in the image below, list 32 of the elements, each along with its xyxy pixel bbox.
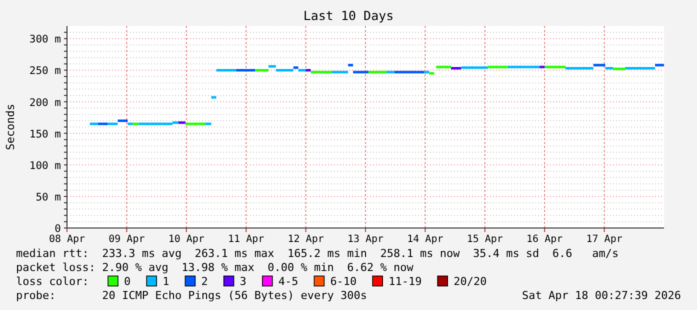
x-tick-label: 12 Apr — [288, 234, 324, 245]
y-tick-label: 150 m — [29, 128, 61, 140]
y-tick-label: 250 m — [29, 65, 61, 78]
y-tick-label: 0 — [54, 223, 61, 235]
x-tick-label: 09 Apr — [108, 234, 145, 245]
y-tick-label: 300 m — [29, 34, 61, 46]
legend-label: 4-5 — [278, 275, 298, 288]
x-tick-label: 17 Apr — [586, 234, 622, 245]
x-tick-label: 16 Apr — [526, 234, 563, 245]
text: packet loss: 2.90 % avg 13.98 % max 0.00 % min 6.62 % now — [16, 261, 414, 274]
legend-label: 6-10 — [330, 275, 357, 288]
legend-label: 11-19 — [388, 275, 422, 288]
text: probe: 20 ICMP Echo Pings (56 Bytes) every 300s — [16, 289, 367, 302]
chart-title: Last 10 Days — [303, 8, 394, 23]
x-tick-label: 08 Apr — [48, 234, 86, 245]
x-tick-label: 10 Apr — [168, 234, 204, 245]
y-tick-label: 50 m — [36, 191, 61, 204]
x-tick-label: 15 Apr — [466, 234, 503, 245]
x-tick-label: 14 Apr — [407, 234, 444, 245]
y-tick-label: 200 m — [29, 96, 61, 109]
y-axis-title: Seconds — [4, 104, 17, 150]
legend-title: loss color: — [16, 275, 89, 288]
x-tick-label: 13 Apr — [347, 234, 384, 245]
x-tick-label: 11 Apr — [228, 234, 264, 245]
legend-label: 2 — [201, 275, 208, 288]
y-tick-label: 100 m — [29, 160, 61, 172]
text: median rtt: 233.3 ms avg 263.1 ms max 165.2 ms min 258.1 ms now 35.4 ms sd 6.6 am/s — [16, 247, 619, 260]
legend-label: 3 — [240, 275, 246, 288]
text: Sat Apr 18 00:27:39 2026 — [522, 289, 681, 302]
legend-label: 20/20 — [454, 275, 487, 288]
legend-label: 0 — [124, 275, 131, 288]
legend-label: 1 — [162, 275, 170, 288]
